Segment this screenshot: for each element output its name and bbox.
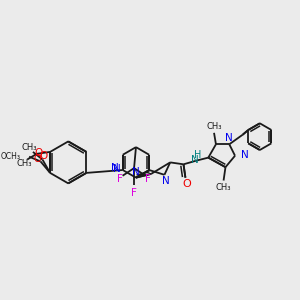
Text: H: H <box>194 150 202 160</box>
Text: O: O <box>34 148 43 158</box>
Text: F: F <box>146 174 151 184</box>
Text: N: N <box>113 164 121 174</box>
Text: F: F <box>131 188 137 198</box>
Text: N: N <box>111 163 119 173</box>
Text: CH₃: CH₃ <box>206 122 222 131</box>
Text: O: O <box>182 179 191 189</box>
Text: N: N <box>241 150 248 160</box>
Text: N: N <box>132 167 140 177</box>
Text: CH₃: CH₃ <box>16 159 32 168</box>
Text: O: O <box>39 151 47 161</box>
Text: O: O <box>34 154 41 164</box>
Text: N: N <box>225 133 233 142</box>
Text: CH₃: CH₃ <box>21 142 37 152</box>
Text: N: N <box>161 176 169 185</box>
Text: CH₃: CH₃ <box>216 183 231 192</box>
Text: N: N <box>191 154 199 164</box>
Text: F: F <box>117 174 123 184</box>
Text: OCH₃: OCH₃ <box>1 152 20 161</box>
